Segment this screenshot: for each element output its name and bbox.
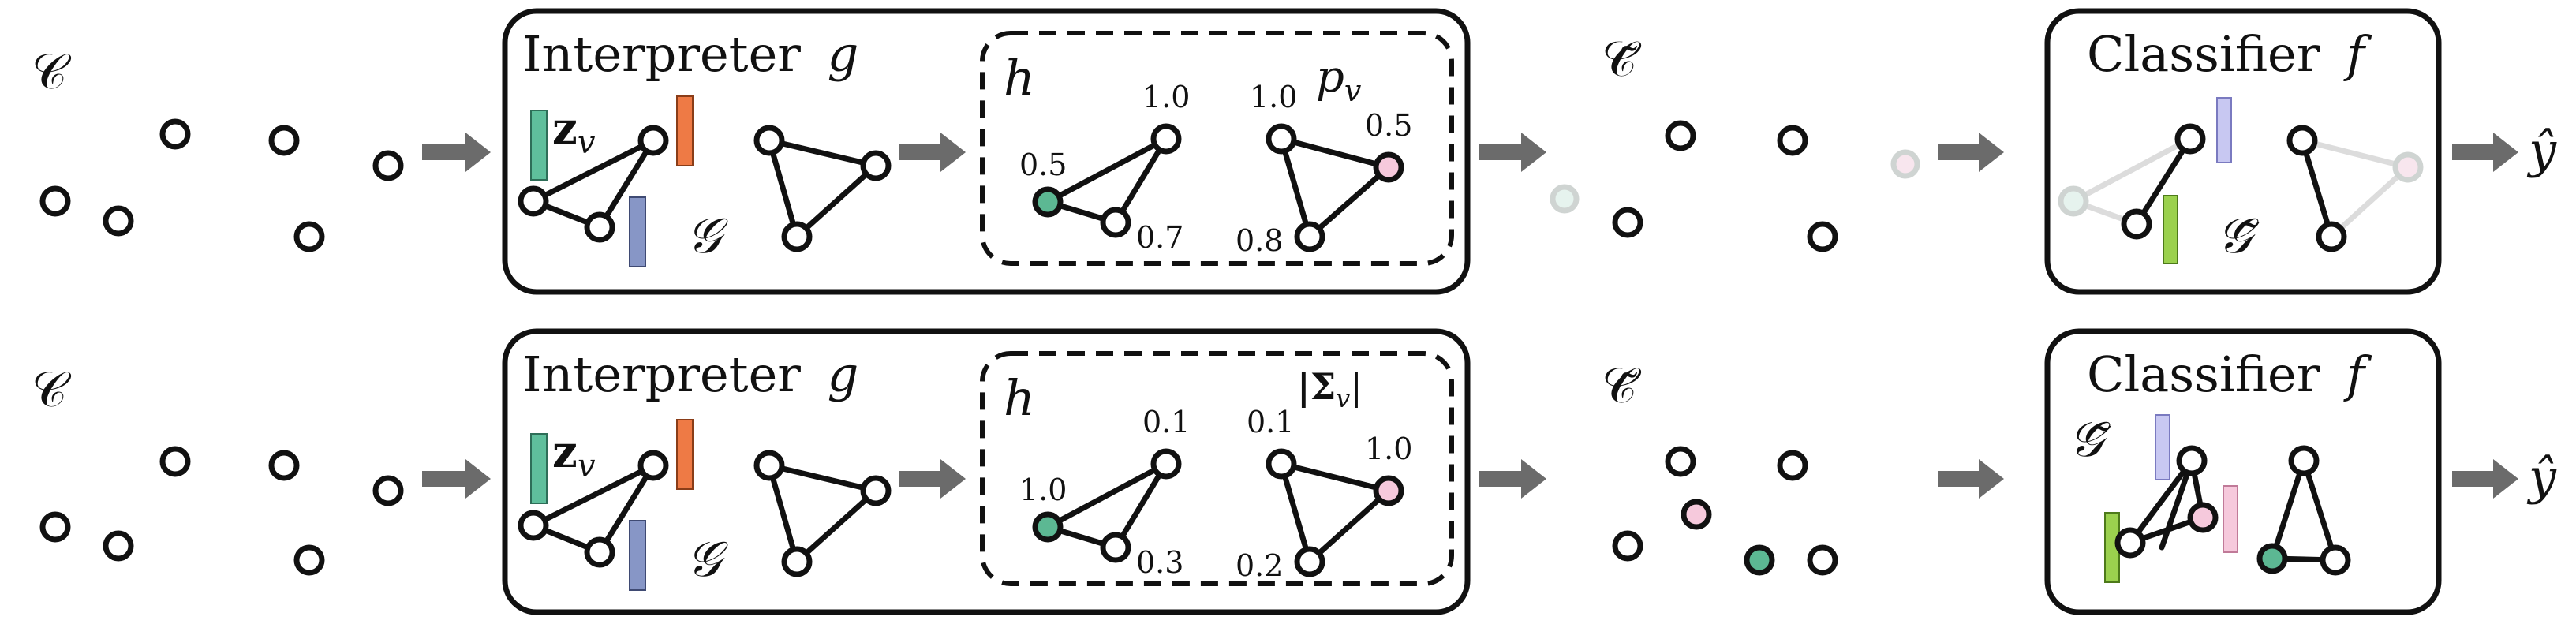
input-set-label: 𝒞 [32, 361, 72, 418]
row-1: 𝒞 Interpreter g zv [32, 8, 2557, 295]
interpreter-box [502, 8, 1471, 295]
weight-value: 0.5 [1365, 108, 1412, 143]
embedding-bar-lavender [2216, 97, 2232, 163]
variance-value: 0.1 [1142, 405, 1190, 439]
input-set-label: 𝒞 [32, 43, 72, 100]
prediction-label: ŷ [2526, 121, 2557, 179]
point [103, 205, 134, 237]
arrow-right [1479, 459, 1546, 499]
arrow-right [2452, 133, 2518, 172]
sampled-point-cloud [1612, 446, 1838, 576]
row-2: 𝒞 Interpreter g zv [32, 328, 2557, 615]
embedding-label: zv [552, 426, 596, 484]
classifier-title: Classifier f [2087, 25, 2372, 83]
weight-value: 0.8 [1236, 223, 1283, 258]
embedding-bar-slate [629, 520, 646, 591]
score-label: |Σv| [1297, 365, 1363, 413]
point [1665, 120, 1696, 151]
weight-value: 0.7 [1136, 220, 1183, 255]
point [39, 511, 71, 543]
interpreter-box [502, 328, 1471, 615]
embedding-bar-teal [530, 110, 548, 181]
point [372, 475, 404, 506]
embedding-label: zv [552, 103, 596, 161]
sampled-set-label: 𝒞̃ [1602, 357, 1642, 414]
variance-value: 1.0 [1365, 432, 1412, 466]
embedding-bar-slate [629, 196, 646, 267]
point [268, 125, 300, 156]
point [1777, 125, 1808, 156]
variance-value: 0.3 [1136, 545, 1183, 580]
embedding-bar-pink [2223, 485, 2238, 553]
sampled-point-cloud [1550, 120, 1920, 252]
weight-value: 1.0 [1142, 80, 1190, 114]
interpretation-box [980, 351, 1454, 586]
arrow-right [899, 133, 966, 172]
weighted-graph [1032, 448, 1404, 577]
prediction-label: ŷ [2526, 448, 2557, 506]
arrow-right [422, 133, 491, 172]
arrow-right [422, 459, 491, 499]
arrow-right [1479, 133, 1546, 172]
input-graph [518, 450, 892, 577]
arrow-right [1938, 459, 2004, 499]
graph-label: 𝒢 [686, 530, 728, 588]
point [39, 185, 71, 217]
weighted-graph [1032, 123, 1404, 252]
point [1612, 530, 1643, 562]
input-graph [518, 125, 892, 252]
point [1807, 544, 1838, 576]
point [159, 118, 191, 150]
point-faded [1550, 184, 1580, 214]
point [1665, 446, 1696, 477]
variance-value: 0.1 [1247, 405, 1294, 439]
classifier-graph [2114, 445, 2351, 576]
score-label: pv [1316, 51, 1362, 108]
variance-value: 1.0 [1019, 473, 1067, 507]
embedding-bar-teal [530, 433, 548, 504]
point-highlighted [1744, 544, 1775, 576]
point [103, 530, 134, 562]
interpretation-label: h [1004, 369, 1035, 427]
interpreter-title: Interpreter g [522, 346, 858, 403]
classifier-box [2044, 8, 2442, 295]
point [159, 446, 191, 477]
interpreter-title: Interpreter g [522, 25, 858, 83]
point-faded [1890, 149, 1920, 179]
classifier-graph [2058, 123, 2424, 252]
interpretation-box [980, 31, 1454, 266]
classifier-graph-label: 𝒢̃ [2217, 207, 2260, 264]
embedding-bar-orange [676, 95, 694, 166]
classifier-graph-label: 𝒢̃ [2069, 410, 2111, 468]
point [372, 150, 404, 181]
embedding-bar-orange [676, 419, 694, 490]
classifier-box [2044, 328, 2442, 615]
classifier-title: Classifier f [2087, 346, 2372, 403]
arrow-right [2452, 459, 2518, 499]
interpretation-label: h [1004, 49, 1035, 106]
weight-value: 1.0 [1250, 80, 1297, 114]
input-point-cloud [39, 118, 404, 252]
point [293, 221, 325, 252]
point [1612, 207, 1643, 238]
point [1777, 450, 1808, 481]
point [1807, 221, 1838, 252]
sampled-set-label: 𝒞̃ [1602, 30, 1642, 88]
embedding-bar-lavender [2155, 414, 2170, 480]
point-highlighted [1681, 499, 1712, 530]
weight-value: 0.5 [1019, 148, 1067, 182]
embedding-bar-green [2163, 195, 2178, 264]
arrow-right [899, 459, 966, 499]
point [293, 544, 325, 576]
graph-label: 𝒢 [686, 207, 728, 264]
variance-value: 0.2 [1236, 548, 1283, 583]
input-point-cloud [39, 446, 404, 576]
arrow-right [1938, 133, 2004, 172]
point [268, 450, 300, 481]
